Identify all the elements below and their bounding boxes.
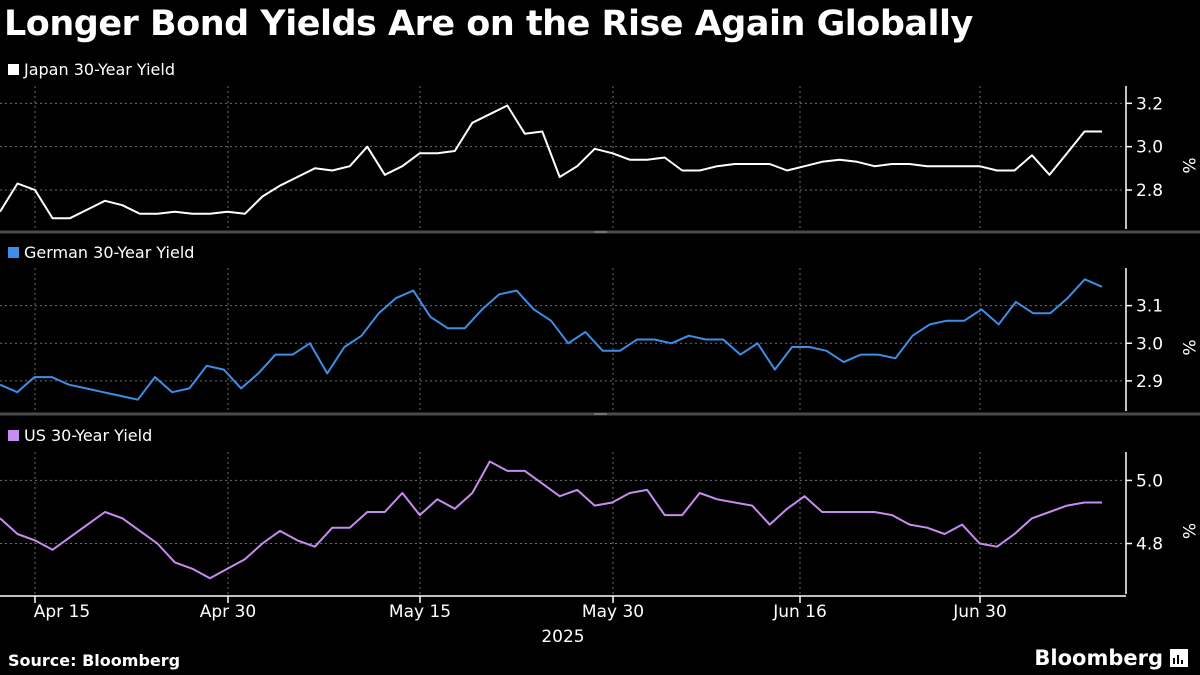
xtick-label-2: May 15 (389, 602, 451, 622)
ytick-label-germany-2: 3.1 (1136, 297, 1163, 317)
legend-germany-label: German 30-Year Yield (24, 243, 195, 262)
legend-japan-label: Japan 30-Year Yield (24, 60, 175, 79)
series-line-us (0, 460, 1102, 580)
legend-japan: Japan 30-Year Yield (8, 60, 175, 79)
unit-label-us: % (1178, 523, 1198, 539)
unit-label-japan: % (1178, 157, 1198, 173)
ytick-label-japan-1: 3.0 (1136, 138, 1163, 158)
x-year-label: 2025 (541, 627, 584, 647)
ytick-label-germany-1: 3.0 (1136, 334, 1163, 354)
bloomberg-terminal-icon (1170, 649, 1188, 667)
legend-germany-swatch (8, 247, 19, 258)
legend-us-label: US 30-Year Yield (24, 426, 153, 445)
unit-label-germany: % (1178, 339, 1198, 355)
xtick-label-5: Jun 30 (952, 602, 1007, 622)
source-note: Source: Bloomberg (8, 651, 181, 670)
ytick-label-japan-0: 2.8 (1136, 181, 1163, 201)
ytick-label-us-0: 4.8 (1136, 535, 1163, 555)
legend-us: US 30-Year Yield (8, 426, 152, 445)
legend-us-swatch (8, 430, 19, 441)
series-line-germany (0, 278, 1103, 401)
ytick-label-germany-0: 2.9 (1136, 372, 1163, 392)
brand-name: Bloomberg (1034, 646, 1163, 670)
ytick-label-us-1: 5.0 (1136, 471, 1163, 491)
legend-germany: German 30-Year Yield (8, 243, 194, 262)
xtick-label-3: May 30 (582, 602, 644, 622)
xtick-label-0: Apr 15 (34, 602, 90, 622)
series-line-japan (0, 104, 1102, 220)
ytick-label-japan-2: 3.2 (1136, 94, 1163, 114)
legend-japan-swatch (8, 64, 19, 75)
brand-logo: Bloomberg (1034, 646, 1188, 670)
xtick-label-1: Apr 30 (200, 602, 256, 622)
xtick-label-4: Jun 16 (772, 602, 827, 622)
chart-title: Longer Bond Yields Are on the Rise Again… (4, 4, 973, 44)
